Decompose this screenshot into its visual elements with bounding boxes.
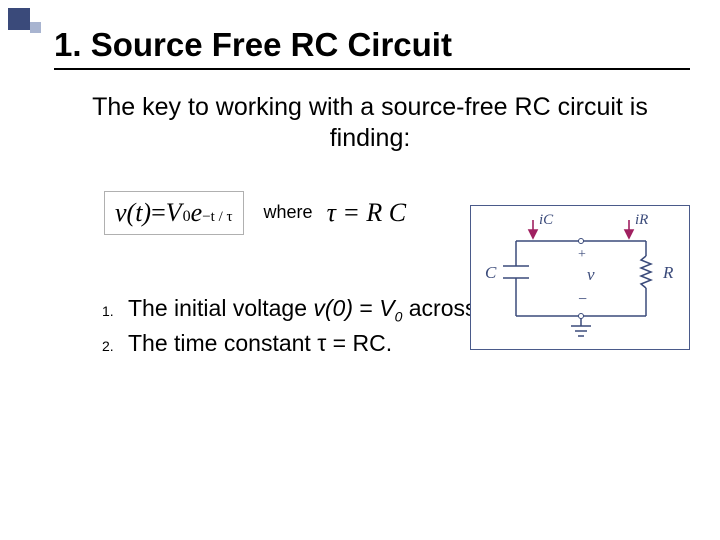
eq-exp: −t / τ xyxy=(202,209,232,226)
v-label: v xyxy=(587,265,595,284)
slide-title: 1. Source Free RC Circuit xyxy=(54,26,690,70)
eq-V: V xyxy=(166,198,182,228)
plus-label: + xyxy=(578,247,586,262)
eq-equals: = xyxy=(151,198,166,228)
minus-label: − xyxy=(578,291,587,308)
list-text: The time constant τ = RC. xyxy=(128,330,392,357)
list-number: 1. xyxy=(102,303,128,319)
slide-subtitle: The key to working with a source-free RC… xyxy=(70,92,670,155)
C-label: C xyxy=(485,263,497,282)
eq-V-sub: 0 xyxy=(183,208,191,226)
tau-equation: τ = R C xyxy=(327,198,407,228)
list-number: 2. xyxy=(102,338,128,354)
eq-lhs: v(t) xyxy=(115,198,151,228)
rc-circuit-diagram: iC iR C R v + − xyxy=(470,205,690,350)
R-label: R xyxy=(662,263,674,282)
voltage-equation: v(t) = V 0 e −t / τ xyxy=(104,191,244,235)
ir-label: iR xyxy=(635,212,648,228)
where-label: where xyxy=(264,202,313,223)
eq-e: e xyxy=(191,198,203,228)
ic-label: iC xyxy=(539,212,554,228)
slide-corner-decoration xyxy=(8,8,48,48)
